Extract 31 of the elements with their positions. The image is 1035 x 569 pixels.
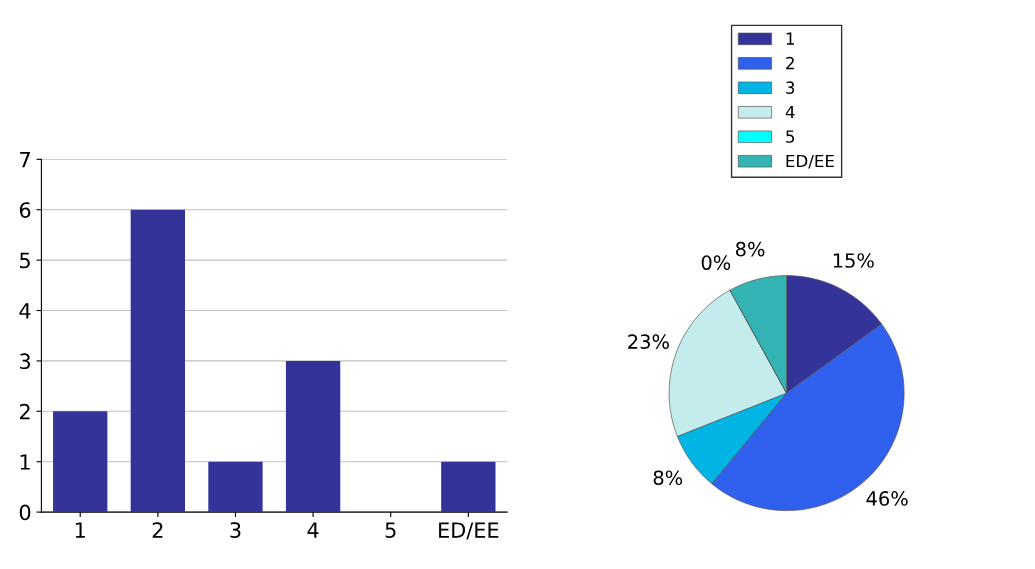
y-tick-label: 0 (19, 504, 31, 521)
y-tick-label: 5 (20, 252, 30, 269)
y-tick-label: 6 (19, 202, 31, 218)
bar (441, 461, 496, 513)
legend-label: 5 (786, 130, 795, 143)
x-tick-label: 2 (152, 522, 163, 538)
bar (208, 461, 263, 513)
data-label: 8% (735, 241, 765, 257)
x-tick-label: ED/EE (439, 522, 499, 540)
x-tick-label: 1 (75, 522, 85, 538)
x-tick-label: 4 (307, 522, 319, 538)
x-tick-label: 3 (230, 522, 241, 538)
data-label: 8% (653, 470, 683, 486)
y-tick-label: 7 (20, 152, 30, 168)
legend-label: 4 (785, 105, 795, 119)
legend-label: ED/EE (786, 154, 834, 169)
data-label: 15% (833, 253, 874, 268)
y-tick-label: 2 (19, 403, 30, 420)
y-tick-label: 1 (20, 454, 30, 470)
data-label: 23% (628, 334, 669, 349)
y-tick-label: 3 (20, 353, 31, 370)
legend-label: 2 (786, 56, 794, 70)
x-tick-label: 5 (385, 522, 396, 538)
bar (130, 209, 186, 513)
text: 0% (701, 255, 731, 271)
y-tick-label: 4 (19, 303, 31, 319)
bar (53, 411, 108, 513)
bar (285, 360, 341, 513)
legend-label: 3 (786, 81, 795, 94)
legend-label: 1 (786, 32, 794, 45)
data-label: 46% (866, 491, 908, 506)
